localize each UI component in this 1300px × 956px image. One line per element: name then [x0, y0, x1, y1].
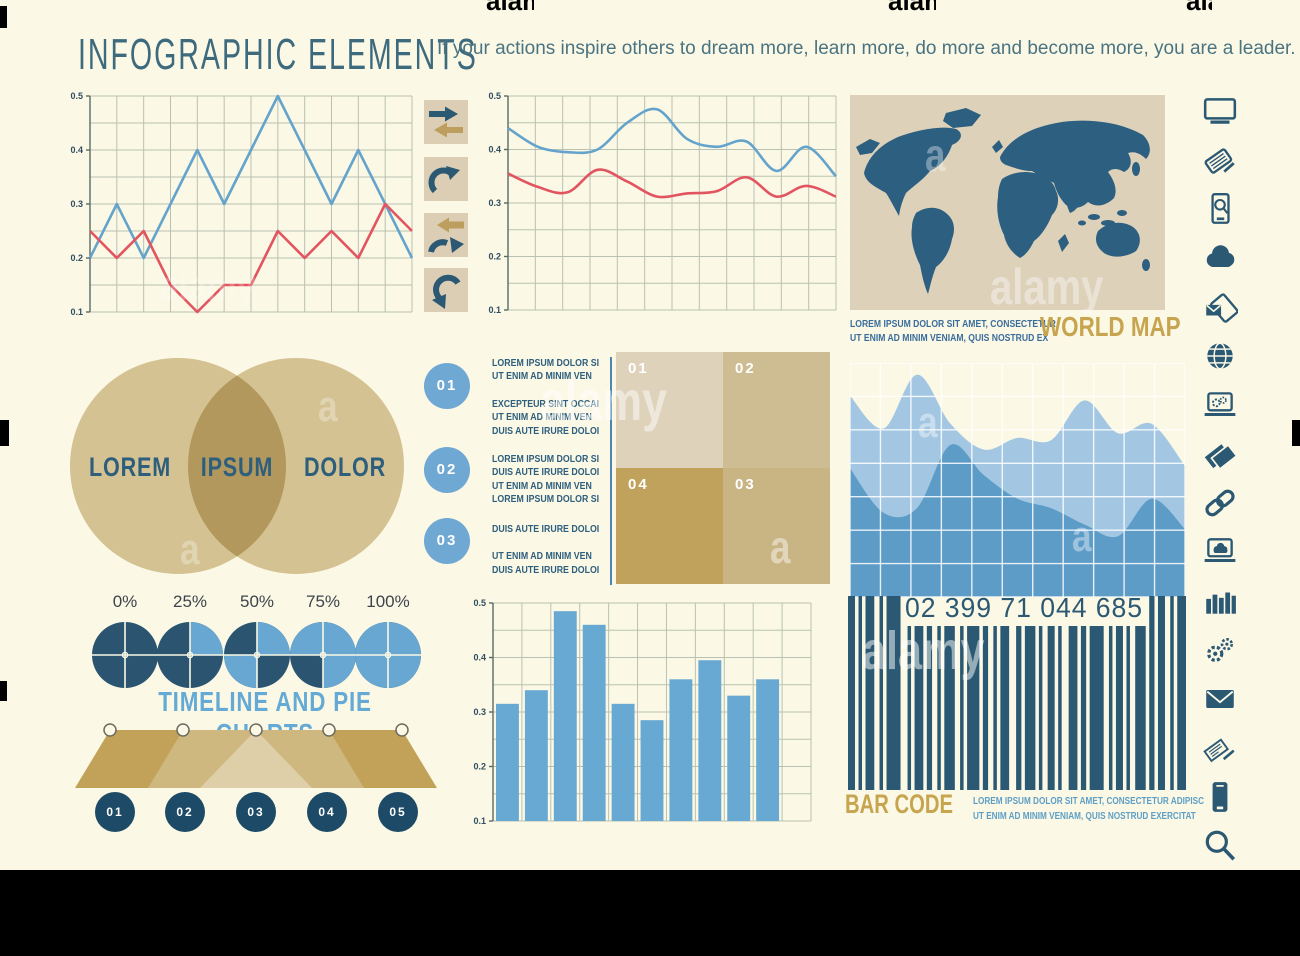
- documents-icon: [1204, 443, 1238, 471]
- world-map-title: WORLD MAP: [1040, 311, 1181, 342]
- svg-text:0.3: 0.3: [70, 199, 83, 209]
- world-map-panel: [850, 95, 1165, 310]
- laptop-cloud-icon: [1204, 538, 1236, 562]
- svg-text:0.1: 0.1: [473, 816, 486, 826]
- mail-device-icon: [1206, 293, 1238, 323]
- svg-text:0.4: 0.4: [473, 653, 486, 663]
- page-title: INFOGRAPHIC ELEMENTS: [78, 30, 478, 79]
- pie-label: 75%: [305, 592, 341, 611]
- world-map-graphic: [856, 108, 1150, 294]
- watermark-fragment: [0, 6, 7, 28]
- laptop-gears-icon: [1204, 392, 1236, 417]
- list-divider: [610, 357, 612, 585]
- barcode-caption-line1: LOREM IPSUM DOLOR SIT AMET, CONSECTETUR …: [973, 795, 1205, 807]
- quadrant-chart: 01 02 04 03: [616, 352, 830, 584]
- svg-text:0.2: 0.2: [70, 253, 83, 263]
- svg-text:0.1: 0.1: [70, 307, 83, 317]
- pie-chart: [156, 622, 224, 690]
- swap-arrows-icon: [424, 100, 468, 144]
- chart-bars: 0.5 0.4 0.3 0.2 0.1: [473, 598, 812, 826]
- curve-up-arrow-icon: [424, 157, 468, 201]
- list-item-text: LOREM IPSUM DOLOR SI DUIS AUTE IRURE DOLO…: [492, 454, 600, 506]
- svg-text:0.5: 0.5: [70, 91, 83, 101]
- monitor-icon: [1203, 98, 1237, 124]
- merge-arrows-icon: [424, 213, 468, 257]
- pie-label: 0%: [112, 592, 138, 611]
- ticket-pen-icon: [1203, 738, 1235, 763]
- pie-label: 50%: [239, 592, 275, 611]
- timeline-step-03: 03: [236, 792, 276, 832]
- svg-text:0.5: 0.5: [473, 598, 486, 608]
- quadrant-cell-label: 01: [628, 360, 649, 377]
- timeline-shape: [75, 723, 437, 788]
- watermark-fragment: [0, 420, 9, 446]
- svg-text:0.3: 0.3: [473, 707, 486, 717]
- svg-text:0.2: 0.2: [488, 252, 501, 262]
- barcode-number: 02 399 71 044 685: [904, 592, 1144, 623]
- chart-line-peaks: 0.5 0.4 0.3 0.2 0.1: [70, 91, 414, 317]
- curve-left-arrow-icon: [424, 268, 468, 312]
- phone-search-icon: [1211, 193, 1230, 224]
- timeline-step-02: 02: [165, 792, 205, 832]
- search-icon: [1205, 830, 1236, 861]
- smartphone-icon: [1212, 782, 1228, 812]
- quadrant-cell-label: 03: [735, 476, 756, 493]
- cloud-icon: [1206, 245, 1235, 267]
- venn-label-dolor: DOLOR: [304, 452, 386, 482]
- chart-line-smooth: 0.5 0.4 0.3 0.2 0.1: [488, 91, 837, 315]
- watermark-fragment: alamy: [486, 0, 534, 13]
- pie-label: 25%: [172, 592, 208, 611]
- notebook-pen-icon: [1204, 148, 1235, 174]
- footer-bar: alamy Image ID: G8BWT3 www.alamy.com: [0, 870, 1300, 956]
- svg-text:0.3: 0.3: [488, 198, 501, 208]
- barcode-title: BAR CODE: [845, 789, 954, 819]
- venn-label-lorem: LOREM: [88, 452, 171, 482]
- venn-circle-right: [188, 358, 404, 574]
- pie-chart: [354, 622, 422, 690]
- quadrant-cell-04: 04: [616, 468, 723, 584]
- svg-text:0.4: 0.4: [488, 145, 501, 155]
- watermark-fragment: alamy: [888, 0, 936, 13]
- map-caption-line1: LOREM IPSUM DOLOR SIT AMET, CONSECTETUR: [850, 318, 1056, 330]
- pie-chart: [289, 622, 357, 690]
- watermark-fragment: [0, 681, 7, 701]
- pie-chart: [223, 622, 291, 690]
- link-icon: [1205, 489, 1235, 517]
- globe-icon: [1207, 342, 1233, 370]
- svg-text:0.5: 0.5: [488, 91, 501, 101]
- timeline-step-01: 01: [95, 792, 135, 832]
- barcode-bars: [848, 596, 1186, 790]
- list-item-text: DUIS AUTE IRURE DOLOI UT ENIM AD MINIM VE…: [492, 524, 600, 576]
- quadrant-cell-02: 02: [723, 352, 830, 468]
- venn-label-ipsum: IPSUM: [200, 452, 274, 482]
- gears-icon: [1207, 637, 1234, 662]
- list-item-text: LOREM IPSUM DOLOR SI UT ENIM AD MINIM VEN…: [492, 358, 600, 437]
- quadrant-cell-01: 01: [616, 352, 723, 468]
- barcode-caption: LOREM IPSUM DOLOR SIT AMET, CONSECTETUR …: [973, 794, 1269, 823]
- watermark-fragment: ala: [1186, 0, 1212, 13]
- quadrant-cell-label: 04: [628, 476, 649, 493]
- pie-chart: [91, 622, 159, 690]
- bar-chart-icon: [1206, 592, 1236, 614]
- header-quote: If your actions inspire others to dream …: [437, 38, 1296, 59]
- watermark-fragment: [1292, 420, 1300, 446]
- list-number-badge: 03: [424, 518, 470, 564]
- list-number-badge: 02: [424, 447, 470, 493]
- svg-text:0.2: 0.2: [473, 762, 486, 772]
- list-number-badge: 01: [424, 363, 470, 409]
- envelope-icon: [1206, 690, 1234, 708]
- pie-label: 100%: [366, 592, 410, 611]
- quadrant-cell-label: 02: [735, 360, 756, 377]
- quadrant-cell-03: 03: [723, 468, 830, 584]
- timeline-step-04: 04: [307, 792, 347, 832]
- barcode-caption-line2: UT ENIM AD MINIM VENIAM, QUIS NOSTRUD EX…: [973, 809, 1196, 822]
- map-caption-line2: UT ENIM AD MINIM VENIAM, QUIS NOSTRUD EX: [850, 332, 1049, 344]
- chart-area: [850, 363, 1185, 597]
- map-caption: LOREM IPSUM DOLOR SIT AMET, CONSECTETUR …: [850, 317, 1101, 345]
- svg-text:0.1: 0.1: [488, 305, 501, 315]
- timeline-step-05: 05: [378, 792, 418, 832]
- svg-text:0.4: 0.4: [70, 145, 83, 155]
